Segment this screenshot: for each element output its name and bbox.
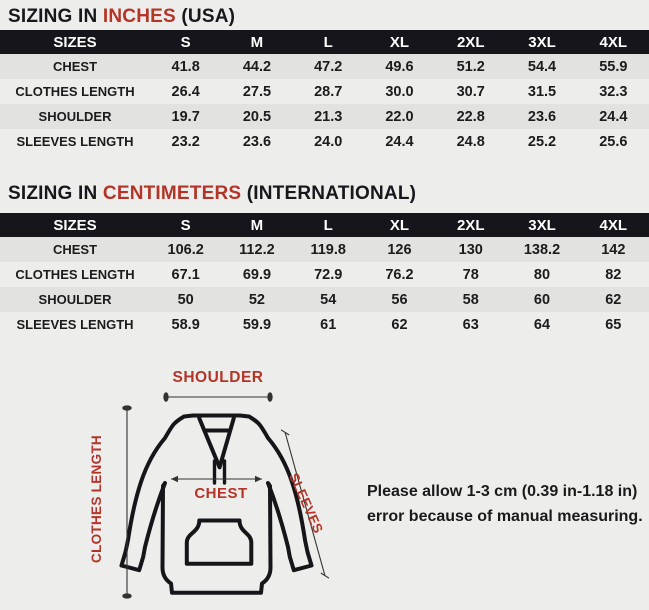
svg-text:CHEST: CHEST [194, 485, 247, 502]
svg-text:CLOTHES LENGTH: CLOTHES LENGTH [89, 435, 104, 563]
svg-text:SHOULDER: SHOULDER [173, 369, 264, 386]
svg-text:SLEEVES: SLEEVES [286, 471, 326, 536]
